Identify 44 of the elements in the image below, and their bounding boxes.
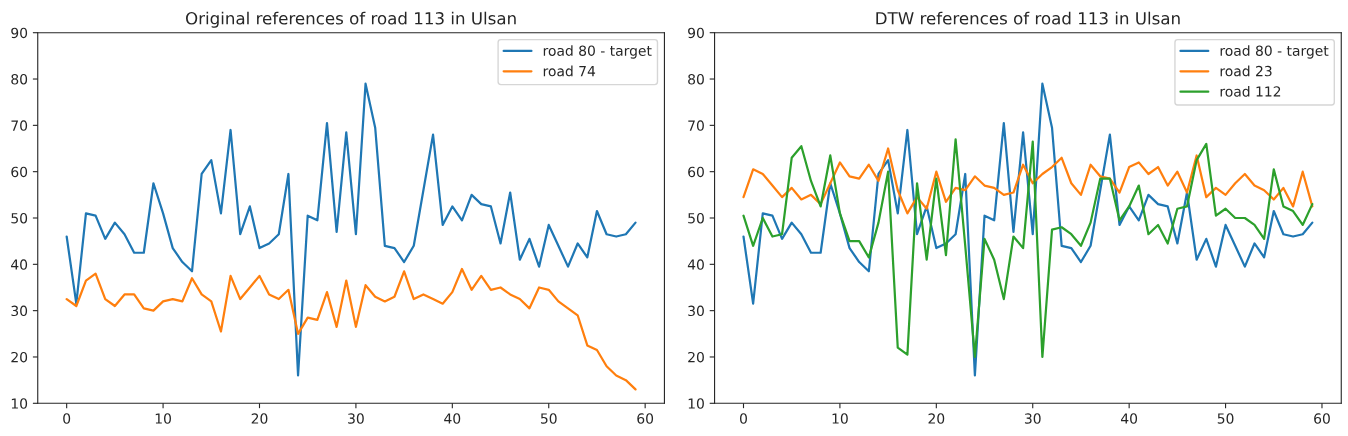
y-tick-label: 70 (11, 120, 28, 131)
legend-label: road 80 - target (1220, 45, 1329, 59)
x-tick-label: 50 (1217, 413, 1234, 424)
x-tick-label: 40 (1120, 413, 1138, 424)
y-tick-label: 80 (11, 73, 28, 85)
y-tick-label: 90 (11, 27, 28, 39)
legend-label: road 74 (543, 65, 596, 77)
x-tick-label: 0 (63, 413, 71, 424)
x-tick-label: 20 (928, 413, 945, 424)
x-tick-label: 40 (444, 413, 461, 424)
line-series (742, 82, 1314, 377)
x-tick-label: 50 (540, 413, 557, 424)
x-tick-label: 30 (348, 413, 364, 424)
line-series (65, 267, 637, 391)
x-tick-label: 30 (1024, 413, 1041, 424)
line-series (65, 82, 637, 377)
x-tick-label: 60 (637, 413, 654, 424)
y-tick-label: 40 (11, 259, 28, 270)
line-series (742, 138, 1314, 359)
y-tick-label: 60 (11, 166, 28, 178)
legend-label: road 80 - target (543, 45, 652, 59)
y-tick-label: 50 (11, 212, 28, 224)
y-tick-label: 40 (687, 259, 704, 270)
legend-label: road 112 (1220, 85, 1281, 97)
x-tick-label: 60 (1314, 413, 1330, 424)
y-tick-label: 10 (688, 398, 704, 409)
y-tick-label: 60 (688, 166, 704, 178)
y-tick-label: 70 (688, 120, 704, 131)
y-tick-label: 50 (688, 212, 704, 224)
y-tick-label: 80 (688, 73, 704, 85)
x-tick-label: 20 (251, 413, 268, 424)
y-tick-label: 20 (688, 351, 704, 363)
y-tick-label: 10 (11, 398, 28, 409)
y-tick-label: 30 (11, 305, 28, 317)
legend-label: road 23 (1220, 65, 1272, 77)
chart-title: DTW references of road 113 in Ulsan (876, 11, 1180, 25)
y-tick-label: 30 (688, 305, 704, 317)
x-tick-label: 10 (832, 413, 848, 424)
x-tick-label: 10 (155, 413, 171, 424)
y-tick-label: 90 (688, 27, 704, 39)
x-tick-label: 0 (739, 413, 747, 424)
y-tick-label: 20 (11, 351, 28, 363)
line-series (742, 147, 1314, 215)
chart-title: Original references of road 113 in Ulsan (185, 11, 516, 28)
